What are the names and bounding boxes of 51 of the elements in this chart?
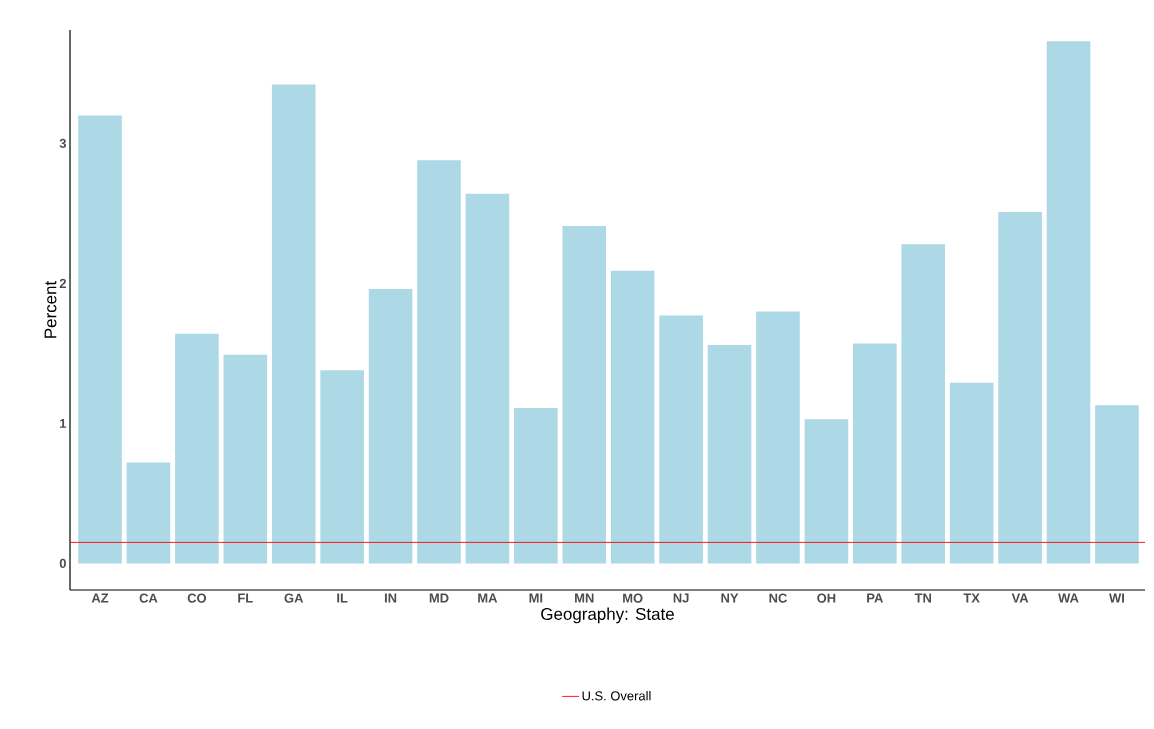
y-tick-label: 2 — [59, 278, 66, 288]
x-tick-label: MA — [478, 593, 498, 603]
x-tick-label: AZ — [91, 593, 109, 603]
x-tick-label: NJ — [673, 593, 689, 603]
x-tick-label: NY — [721, 593, 739, 603]
x-tick-label: OH — [817, 593, 836, 603]
y-axis-title: Percent — [44, 280, 57, 338]
bar — [320, 370, 364, 564]
x-tick-label: TX — [963, 593, 980, 603]
bar — [998, 212, 1042, 564]
x-tick-label: MN — [575, 593, 594, 603]
x-tick-label: WA — [1058, 593, 1079, 603]
legend-label: U.S. Overall — [582, 690, 651, 701]
x-tick-label: CO — [187, 593, 207, 603]
x-tick-label: FL — [238, 593, 253, 603]
bar — [853, 343, 897, 564]
bar — [1046, 41, 1091, 564]
bar — [514, 408, 558, 564]
y-tick-label: 0 — [59, 558, 66, 568]
x-tick-label: IL — [337, 593, 348, 603]
bar — [368, 289, 413, 564]
x-tick-label: PA — [867, 593, 883, 603]
x-tick-label: VA — [1011, 593, 1029, 603]
bar — [562, 226, 607, 564]
bar — [175, 333, 219, 564]
x-axis-title: Geography: State — [541, 607, 674, 624]
bar — [659, 315, 703, 564]
x-tick-label: GA — [284, 593, 304, 603]
bar — [949, 382, 994, 564]
bar — [271, 84, 316, 564]
y-tick-label: 3 — [59, 138, 67, 148]
bar — [78, 115, 122, 564]
bar — [804, 419, 849, 564]
y-tick-label: 1 — [60, 418, 67, 428]
x-tick-label: MD — [429, 593, 449, 603]
bar — [756, 311, 800, 564]
x-tick-label: TN — [914, 593, 931, 603]
bar — [126, 462, 171, 564]
x-tick-label: WI — [1109, 593, 1124, 603]
bar — [610, 270, 655, 564]
bar — [417, 160, 461, 564]
x-tick-label: CA — [139, 593, 158, 603]
bar — [223, 354, 268, 564]
x-tick-label: IN — [384, 593, 397, 603]
bar — [465, 193, 510, 564]
x-tick-label: MI — [529, 593, 543, 603]
x-tick-label: MO — [623, 593, 643, 603]
x-tick-label: NC — [769, 593, 787, 603]
bar — [901, 244, 946, 564]
bar — [1095, 405, 1139, 564]
bar — [707, 345, 752, 564]
